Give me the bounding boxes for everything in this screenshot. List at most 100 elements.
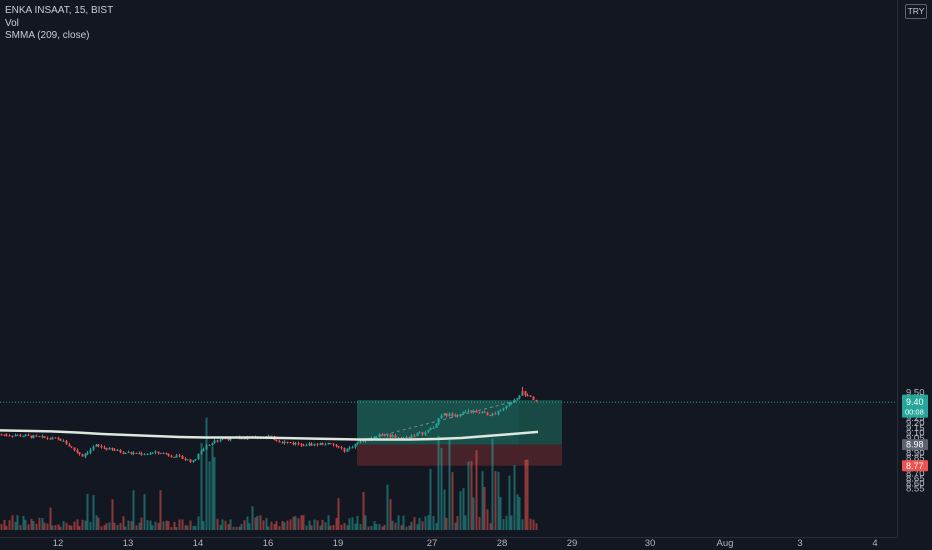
candle-body (213, 440, 216, 444)
volume-bar (62, 521, 65, 530)
volume-bar (391, 520, 394, 530)
current-price-badge (902, 396, 928, 418)
volume-bar (443, 489, 446, 530)
candle-body (405, 437, 408, 439)
volume-bar (146, 520, 149, 530)
candle-body (381, 434, 384, 436)
volume-bar (283, 522, 286, 530)
candle-body (448, 413, 451, 417)
volume-bar (259, 515, 262, 530)
volume-bar (100, 526, 103, 530)
volume-bar (302, 515, 305, 530)
volume-bar (159, 490, 162, 530)
candle-body (429, 428, 432, 431)
candle-body (149, 453, 152, 455)
candle-body (454, 415, 457, 417)
candle-body (243, 438, 246, 440)
time-axis[interactable]: 12 13 14 16 19 27 28 29 30 Aug 3 4 (53, 538, 878, 549)
candle-body (310, 443, 313, 446)
candle-body (418, 432, 421, 434)
candle-body (305, 445, 308, 447)
volume-bar (499, 497, 502, 530)
candle-body (421, 432, 424, 435)
candle-body (359, 440, 362, 443)
price-tick-label: 8.90 (906, 448, 925, 459)
volume-bar (32, 521, 35, 530)
volume-bar (359, 523, 362, 530)
volume-indicator-label[interactable]: Vol (5, 17, 19, 29)
candle-body (81, 454, 84, 457)
candle-body (92, 446, 95, 450)
candle-body (78, 452, 81, 455)
candle-body (181, 455, 184, 459)
candle-body (335, 444, 338, 447)
candle-body (154, 451, 157, 453)
price-tick-label: 8.60 (906, 478, 925, 489)
candle-body (394, 435, 397, 438)
volume-bar (78, 526, 81, 530)
time-tick-label: 3 (797, 538, 802, 549)
volume-bar (373, 521, 376, 530)
volume-bar (478, 517, 481, 530)
stop-zone (357, 444, 562, 466)
volume-bar (424, 516, 427, 530)
volume-bar (505, 515, 508, 530)
candle-body (224, 438, 227, 440)
volume-bar (59, 526, 62, 530)
volume-bar (273, 524, 276, 530)
candle-body (267, 435, 270, 437)
volume-bar (310, 525, 313, 530)
time-tick-label: 12 (53, 538, 64, 549)
volume-bar (362, 492, 365, 530)
currency-badge[interactable]: TRY (905, 4, 927, 19)
volume-bar (65, 522, 68, 530)
candle-body (84, 453, 87, 457)
volume-bar (270, 521, 273, 530)
time-tick-label: 14 (193, 538, 204, 549)
ma-indicator-label[interactable]: SMMA (209, close) (5, 30, 90, 41)
candle-body (175, 455, 178, 458)
volume-bar (281, 520, 284, 530)
candle-body (70, 446, 73, 448)
candle-body (535, 399, 538, 401)
candle-body (337, 446, 340, 448)
volume-bar (451, 472, 454, 530)
volume-bar (267, 526, 270, 530)
volume-bar (375, 524, 378, 530)
volume-bar (0, 524, 3, 530)
volume-bar (286, 520, 289, 530)
candle-body (157, 451, 160, 453)
candle-body (416, 433, 419, 436)
candle-body (192, 460, 195, 463)
volume-bar (435, 522, 438, 530)
candle-body (140, 453, 143, 455)
candle-body (3, 434, 6, 436)
volume-bar (197, 516, 200, 530)
volume-bar (313, 519, 316, 530)
candle-body (343, 448, 346, 452)
candle-body (124, 452, 127, 454)
candle-body (316, 443, 319, 445)
candle-body (351, 447, 354, 449)
candle-body (113, 449, 116, 451)
time-tick-label: 16 (263, 538, 274, 549)
time-tick-label: Aug (717, 538, 734, 549)
price-tick-label: 9.10 (906, 428, 925, 439)
volume-bar (294, 516, 297, 530)
candle-body (97, 444, 100, 446)
candle-body (297, 443, 300, 445)
price-tick-label: 8.70 (906, 468, 925, 479)
symbol-title[interactable]: ENKA INSAAT, 15, BIST (5, 5, 114, 16)
volume-bar (173, 521, 176, 530)
volume-bar (343, 522, 346, 530)
volume-bar (95, 515, 98, 530)
volume-bar (256, 515, 259, 530)
candle-body (283, 441, 286, 444)
volume-bar (192, 526, 195, 530)
price-tick-label: 9.50 (906, 388, 925, 399)
candle-body (49, 438, 52, 440)
candle-body (41, 436, 44, 438)
volume-bar (418, 517, 421, 530)
candle-body (46, 437, 49, 439)
